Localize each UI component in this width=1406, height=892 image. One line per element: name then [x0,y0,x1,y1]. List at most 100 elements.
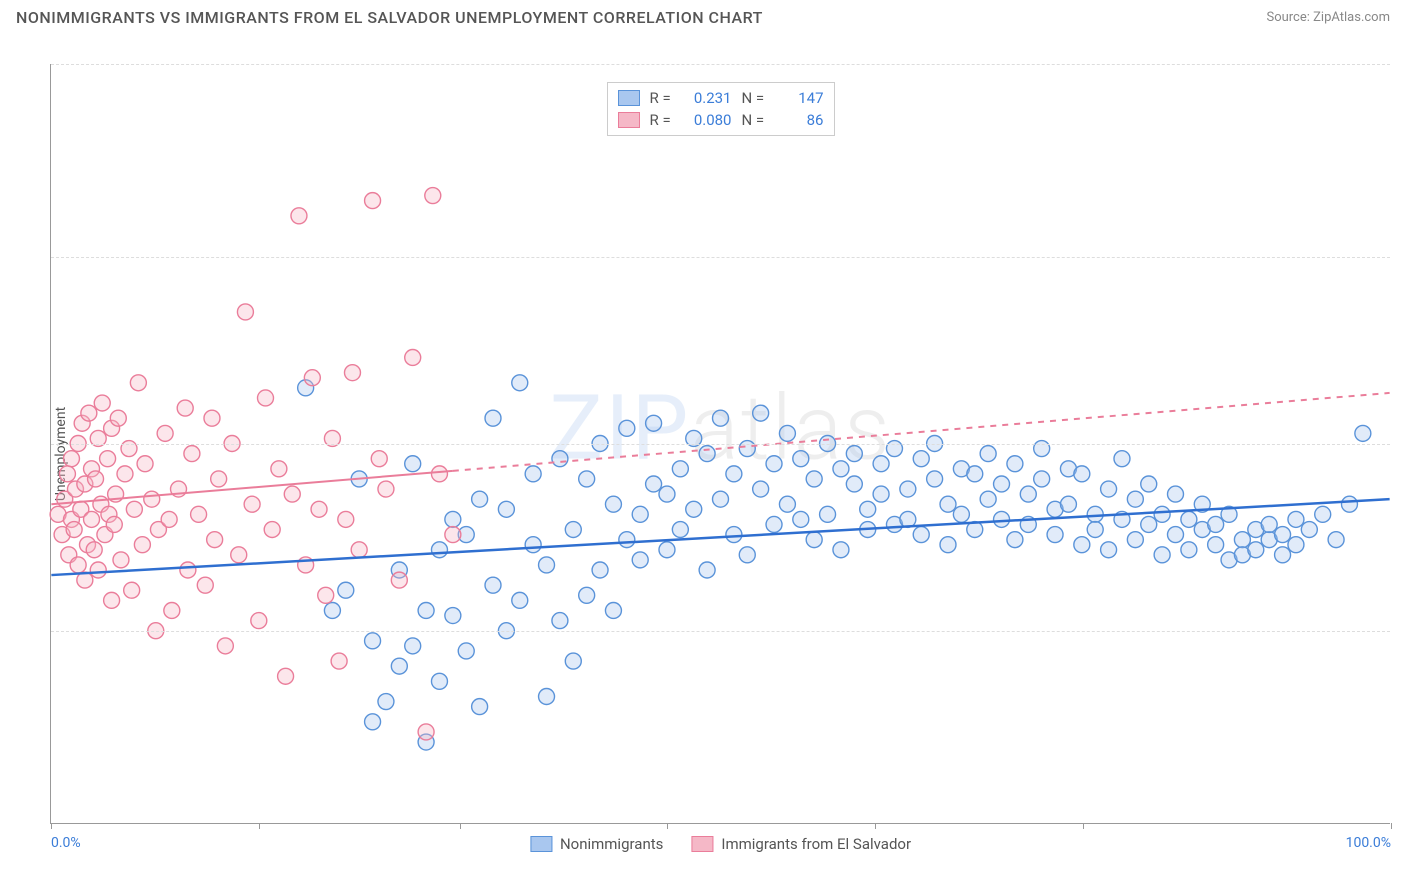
r-value-nonimmigrants: 0.231 [686,89,732,107]
scatter-point [1154,547,1170,563]
x-tick [1391,823,1392,829]
scatter-point [1328,532,1344,548]
scatter-point [846,476,862,492]
scatter-point [1181,542,1197,558]
scatter-point [124,582,140,598]
scatter-point [605,496,621,512]
scatter-point [1275,527,1291,543]
x-tick [1083,823,1084,829]
scatter-point [1208,537,1224,553]
x-tick-label: 100.0% [1346,835,1391,851]
scatter-point [739,441,755,457]
scatter-point [121,441,137,457]
scatter-point [338,511,354,527]
scatter-point [1168,486,1184,502]
scatter-point [164,602,180,618]
scatter-point [619,420,635,436]
scatter-point [126,501,142,517]
scatter-point [539,557,555,573]
scatter-point [104,592,120,608]
scatter-point [1141,476,1157,492]
scatter-point [659,542,675,558]
swatch-nonimmigrants-icon [530,836,552,852]
scatter-point [244,496,260,512]
scatter-point [134,537,150,553]
scatter-point [331,653,347,669]
scatter-point [144,491,160,507]
n-value-nonimmigrants: 147 [778,89,824,107]
scatter-point [391,658,407,674]
scatter-point [793,451,809,467]
scatter-point [953,506,969,522]
scatter-point [485,410,501,426]
gridline [51,64,1390,65]
swatch-immigrants [618,112,640,128]
scatter-point [913,527,929,543]
scatter-point [485,577,501,593]
scatter-point [264,522,280,538]
scatter-point [66,522,82,538]
scatter-point [1020,486,1036,502]
scatter-point [1355,425,1371,441]
scatter-point [378,694,394,710]
scatter-point [900,481,916,497]
scatter-point [100,451,116,467]
plot-area: ZIPatlas R = 0.231 N = 147 R = 0.080 N =… [50,64,1390,824]
scatter-point [278,668,294,684]
scatter-point [81,405,97,421]
scatter-point [1141,516,1157,532]
scatter-point [739,547,755,563]
x-tick-label: 0.0% [51,835,81,851]
chart-container: Unemployment ZIPatlas R = 0.231 N = 147 … [50,48,1390,860]
scatter-point [860,501,876,517]
scatter-point [1288,537,1304,553]
scatter-point [130,375,146,391]
scatter-point [779,425,795,441]
gridline [51,631,1390,632]
scatter-point [1034,471,1050,487]
scatter-point [59,466,75,482]
scatter-point [431,542,447,558]
scatter-point [1101,481,1117,497]
scatter-point [70,557,86,573]
scatter-point [94,395,110,411]
scatter-point [418,724,434,740]
scatter-point [365,714,381,730]
scatter-point [86,542,102,558]
scatter-point [873,486,889,502]
scatter-point [157,425,173,441]
scatter-point [63,451,79,467]
scatter-point [886,441,902,457]
scatter-point [873,456,889,472]
scatter-point [1007,456,1023,472]
scatter-point [431,673,447,689]
scatter-point [525,537,541,553]
scatter-point [1007,532,1023,548]
scatter-point [940,496,956,512]
scatter-point [1261,516,1277,532]
scatter-point [204,410,220,426]
scatter-point [137,456,153,472]
scatter-point [726,527,742,543]
scatter-point [106,516,122,532]
scatter-point [579,587,595,603]
chart-title: NONIMMIGRANTS VS IMMIGRANTS FROM EL SALV… [16,8,763,27]
scatter-point [1181,511,1197,527]
scatter-point [344,365,360,381]
scatter-point [565,522,581,538]
scatter-point [418,602,434,618]
scatter-point [84,511,100,527]
scatter-point [425,188,441,204]
scatter-point [672,522,688,538]
scatter-point [1315,506,1331,522]
swatch-nonimmigrants [618,90,640,106]
scatter-point [806,471,822,487]
gridline [51,257,1390,258]
legend-label-nonimmigrants: Nonimmigrants [560,835,663,853]
scatter-point [161,511,177,527]
r-value-immigrants: 0.080 [686,111,732,129]
legend-row-nonimmigrants: R = 0.231 N = 147 [618,87,824,109]
scatter-point [445,608,461,624]
scatter-point [1275,547,1291,563]
scatter-point [1127,532,1143,548]
